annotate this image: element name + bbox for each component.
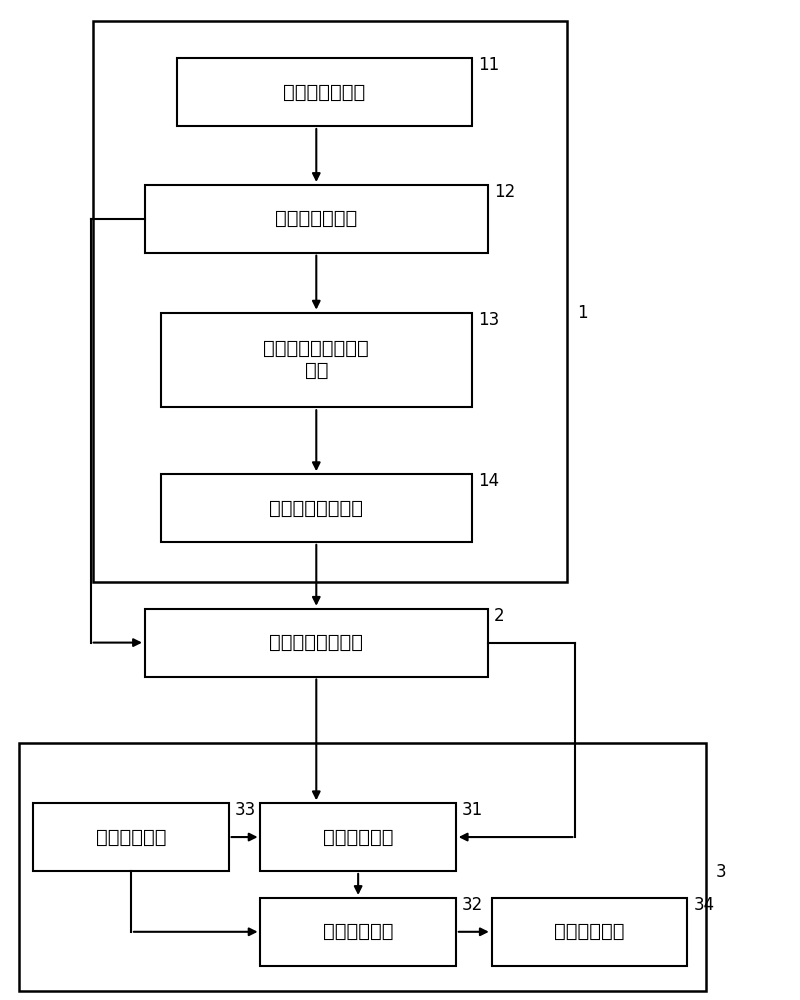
Text: 12: 12	[494, 183, 515, 201]
FancyBboxPatch shape	[261, 803, 456, 871]
Text: 33: 33	[235, 801, 256, 819]
Text: 14: 14	[478, 472, 499, 490]
Text: 水淹分区划分模块: 水淹分区划分模块	[270, 498, 363, 517]
Text: 34: 34	[694, 896, 714, 914]
Text: 影响评价模块: 影响评价模块	[323, 828, 394, 847]
Text: 水淹源识别模块: 水淹源识别模块	[275, 209, 358, 228]
FancyBboxPatch shape	[177, 58, 472, 126]
Text: 32: 32	[462, 896, 483, 914]
FancyBboxPatch shape	[161, 313, 472, 407]
Text: 3: 3	[716, 863, 726, 881]
FancyBboxPatch shape	[261, 898, 456, 966]
Text: 11: 11	[478, 56, 499, 74]
FancyBboxPatch shape	[161, 474, 472, 542]
FancyBboxPatch shape	[34, 803, 229, 871]
Text: 优化分区模块: 优化分区模块	[554, 922, 625, 941]
Text: 1: 1	[577, 304, 588, 322]
Text: 再次评价模块: 再次评价模块	[323, 922, 394, 941]
Text: 31: 31	[462, 801, 483, 819]
Text: 水淹水位计算模块: 水淹水位计算模块	[270, 633, 363, 652]
FancyBboxPatch shape	[19, 743, 706, 991]
Text: 2: 2	[494, 607, 505, 625]
FancyBboxPatch shape	[145, 609, 488, 677]
FancyBboxPatch shape	[145, 185, 488, 253]
Text: 功能区划分模块: 功能区划分模块	[283, 83, 366, 102]
Text: 重要系统和设备识别
模块: 重要系统和设备识别 模块	[263, 339, 369, 380]
FancyBboxPatch shape	[93, 21, 567, 582]
Text: 确定分区模块: 确定分区模块	[96, 828, 166, 847]
FancyBboxPatch shape	[492, 898, 687, 966]
Text: 13: 13	[478, 311, 499, 329]
